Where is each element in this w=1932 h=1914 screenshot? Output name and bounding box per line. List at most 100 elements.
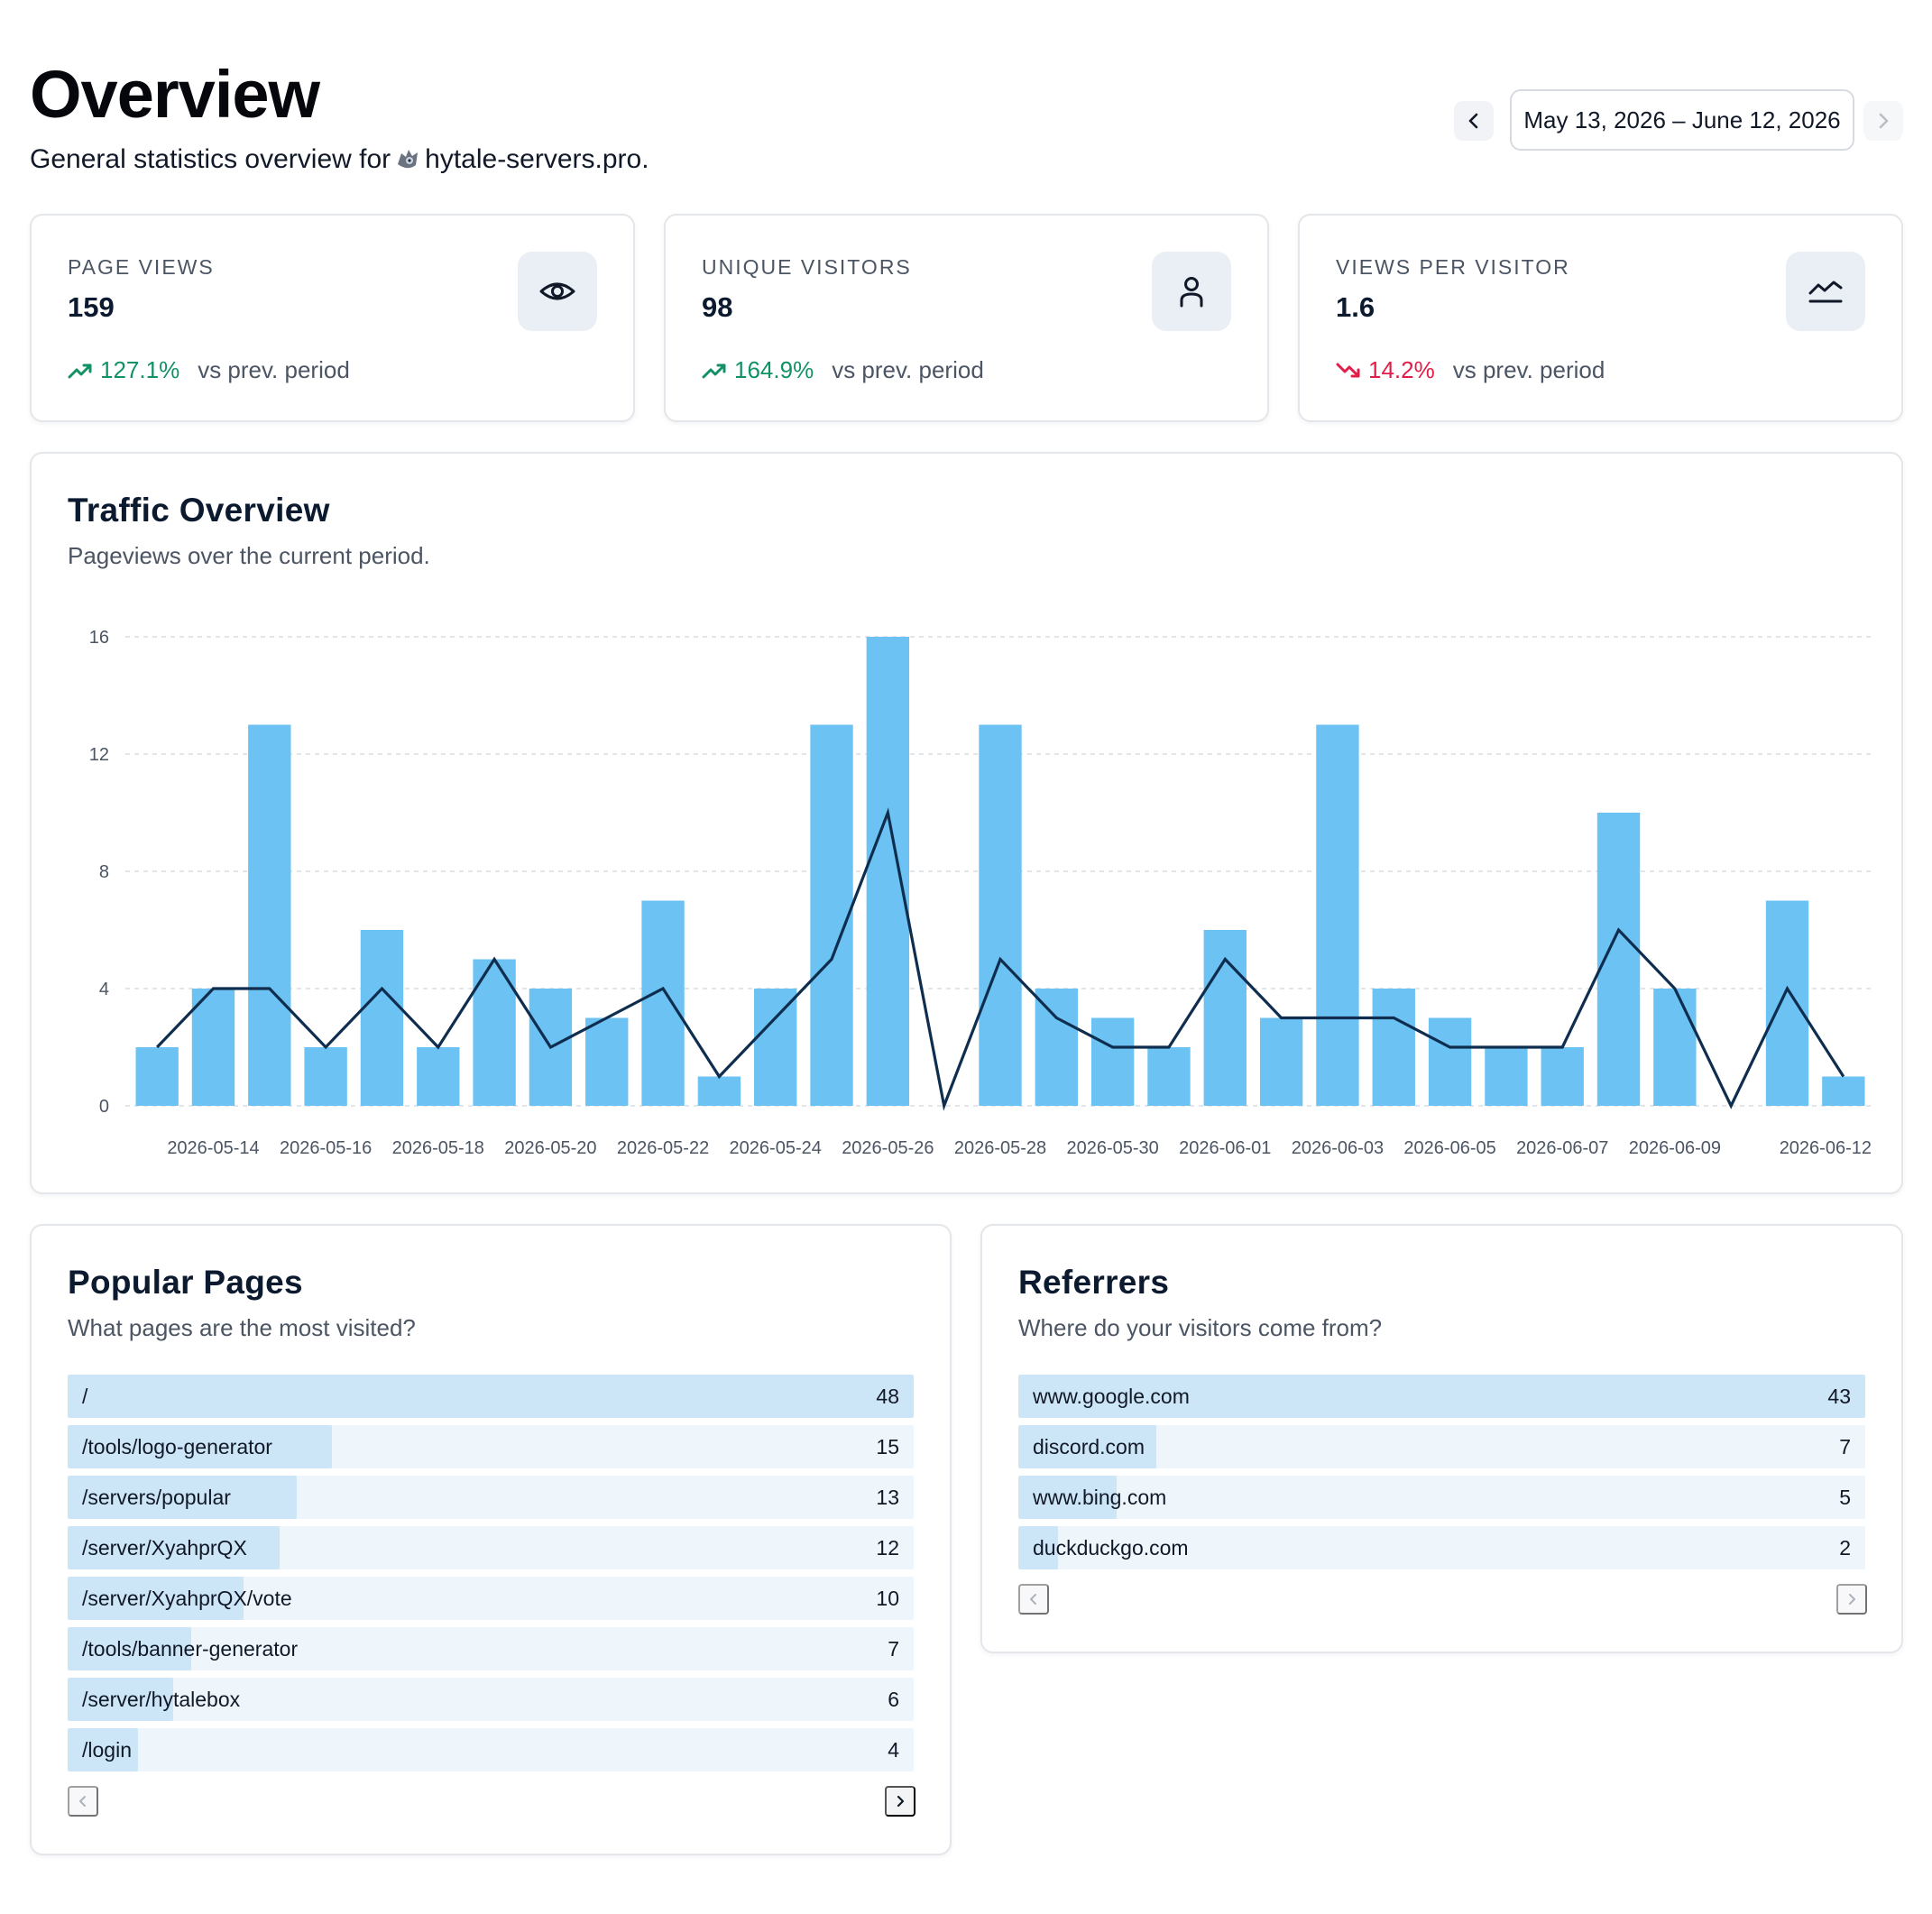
page-row-bar: [68, 1476, 298, 1519]
referrers-next-button[interactable]: [1836, 1584, 1867, 1615]
pages-next-button[interactable]: [885, 1786, 915, 1817]
page-row-label: /: [82, 1385, 88, 1408]
referrers-prev-button[interactable]: [1018, 1584, 1049, 1615]
page-row[interactable]: /servers/popular 13: [68, 1476, 914, 1519]
y-tick-label: 0: [99, 1097, 109, 1117]
page-row[interactable]: /tools/logo-generator 15: [68, 1425, 914, 1468]
bar: [979, 724, 1022, 1106]
x-tick-label: 2026-06-01: [1179, 1138, 1271, 1158]
subtitle-prefix: General statistics overview for: [30, 144, 391, 174]
bar: [585, 1017, 629, 1106]
page-title: Overview: [30, 57, 320, 132]
page-row-label: /server/XyahprQX/vote: [82, 1587, 292, 1610]
page-row[interactable]: /server/XyahprQX 12: [68, 1526, 914, 1569]
x-tick-label: 2026-05-16: [280, 1138, 372, 1158]
next-period-button[interactable]: [1863, 101, 1903, 141]
referrer-row-bar: [1018, 1425, 1156, 1468]
stat-card-page-views: PAGE VIEWS 159 127.1% vs prev. period: [30, 214, 635, 422]
y-tick-label: 8: [99, 862, 109, 882]
pages-prev-button[interactable]: [68, 1786, 98, 1817]
referrer-row-count: 5: [1839, 1486, 1851, 1509]
referrers-card: Referrers Where do your visitors come fr…: [980, 1224, 1903, 1653]
site-name: hytale-servers.pro.: [425, 144, 649, 174]
trend-up-icon: [702, 363, 726, 378]
referrer-row-label: discord.com: [1033, 1435, 1145, 1459]
bar: [1372, 989, 1415, 1106]
referrers-subtitle: Where do your visitors come from?: [1018, 1314, 1383, 1341]
bar: [1653, 989, 1697, 1106]
user-icon: [1180, 277, 1203, 308]
stat-label: VIEWS PER VISITOR: [1336, 255, 1570, 279]
x-tick-label: 2026-05-20: [504, 1138, 596, 1158]
date-range-picker[interactable]: May 13, 2026 – June 12, 2026: [1510, 89, 1854, 151]
bar: [1428, 1017, 1472, 1106]
bar: [1765, 900, 1809, 1106]
prev-period-button[interactable]: [1454, 101, 1494, 141]
page-row-label: /server/XyahprQX: [82, 1536, 247, 1560]
stat-icon-box: [1152, 252, 1231, 331]
referrer-row-label: www.bing.com: [1033, 1486, 1167, 1509]
x-tick-label: 2026-05-22: [617, 1138, 709, 1158]
stat-icon-box: [1786, 252, 1865, 331]
x-tick-label: 2026-05-30: [1066, 1138, 1158, 1158]
stat-label: UNIQUE VISITORS: [702, 255, 912, 279]
y-tick-label: 16: [89, 628, 109, 648]
page-row-label: /servers/popular: [82, 1486, 231, 1509]
referrer-row[interactable]: duckduckgo.com 2: [1018, 1526, 1865, 1569]
x-tick-label: 2026-06-07: [1516, 1138, 1608, 1158]
page-row-bar: [68, 1627, 191, 1670]
bar: [641, 900, 685, 1106]
referrer-row-count: 7: [1839, 1435, 1851, 1459]
x-tick-label: 2026-05-18: [392, 1138, 484, 1158]
page-row-bar: [68, 1678, 174, 1721]
chevron-left-icon: [1468, 113, 1478, 129]
referrer-row[interactable]: www.bing.com 5: [1018, 1476, 1865, 1519]
eye-icon: [539, 282, 575, 300]
series-line: [156, 807, 1845, 1111]
page-row[interactable]: /server/hytalebox 6: [68, 1678, 914, 1721]
page-row-count: 6: [888, 1688, 899, 1711]
stat-compare: vs prev. period: [832, 356, 984, 383]
bar: [1259, 1017, 1303, 1106]
bar: [754, 989, 797, 1106]
bar: [1822, 1076, 1865, 1106]
x-tick-label: 2026-05-14: [167, 1138, 259, 1158]
bar: [360, 930, 404, 1106]
referrer-row[interactable]: discord.com 7: [1018, 1425, 1865, 1468]
page-row[interactable]: / 48: [68, 1375, 914, 1418]
popular-pages-title: Popular Pages: [68, 1264, 303, 1301]
x-tick-label: 2026-06-05: [1403, 1138, 1495, 1158]
traffic-overview-card: Traffic Overview Pageviews over the curr…: [30, 452, 1903, 1194]
bar: [1316, 724, 1359, 1106]
page-row[interactable]: /login 4: [68, 1728, 914, 1771]
bar: [1035, 989, 1079, 1106]
page-row-count: 10: [876, 1587, 899, 1610]
referrers-title: Referrers: [1018, 1264, 1170, 1301]
chevron-right-icon: [897, 1795, 905, 1808]
bar: [1541, 1047, 1584, 1106]
referrer-row-count: 2: [1839, 1536, 1851, 1560]
bar: [1203, 930, 1247, 1106]
page-subtitle: General statistics overview for hytale-s…: [30, 144, 649, 175]
stat-change: 164.9% vs prev. period: [702, 356, 984, 384]
page-row-bar: [68, 1728, 139, 1771]
page-row-label: /login: [82, 1738, 132, 1762]
chevron-right-icon: [1879, 113, 1889, 129]
referrer-row-bar: [1018, 1526, 1058, 1569]
referrer-row-label: duckduckgo.com: [1033, 1536, 1189, 1560]
page-row-bar: [68, 1425, 333, 1468]
page-row[interactable]: /server/XyahprQX/vote 10: [68, 1577, 914, 1620]
stat-compare: vs prev. period: [1452, 356, 1605, 383]
referrer-row[interactable]: www.google.com 43: [1018, 1375, 1865, 1418]
bar: [810, 724, 853, 1106]
page-row-label: /tools/banner-generator: [82, 1637, 299, 1661]
referrer-row-bar: [1018, 1476, 1118, 1519]
bar: [866, 637, 910, 1106]
stat-value: 98: [702, 291, 733, 323]
stat-label: PAGE VIEWS: [68, 255, 215, 279]
page-row[interactable]: /tools/banner-generator 7: [68, 1627, 914, 1670]
referrer-row-bar: [1018, 1375, 1865, 1418]
stat-card-unique-visitors: UNIQUE VISITORS 98 164.9% vs prev. perio…: [664, 214, 1269, 422]
page-row-count: 7: [888, 1637, 899, 1661]
page-row-bar: [68, 1375, 914, 1418]
